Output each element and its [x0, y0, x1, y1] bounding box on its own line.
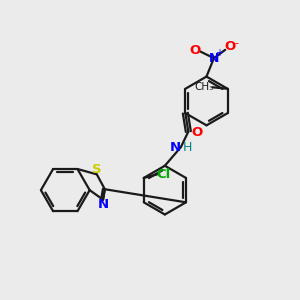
- Text: +: +: [215, 48, 223, 58]
- Text: -: -: [235, 38, 239, 48]
- Text: O: O: [225, 40, 236, 53]
- Text: N: N: [209, 52, 219, 65]
- Text: Cl: Cl: [157, 168, 171, 181]
- Text: O: O: [191, 126, 202, 139]
- Text: N: N: [98, 199, 109, 212]
- Text: CH₃: CH₃: [195, 82, 214, 92]
- Text: H: H: [183, 140, 192, 154]
- Text: N: N: [169, 140, 181, 154]
- Text: O: O: [190, 44, 201, 57]
- Text: S: S: [92, 163, 102, 176]
